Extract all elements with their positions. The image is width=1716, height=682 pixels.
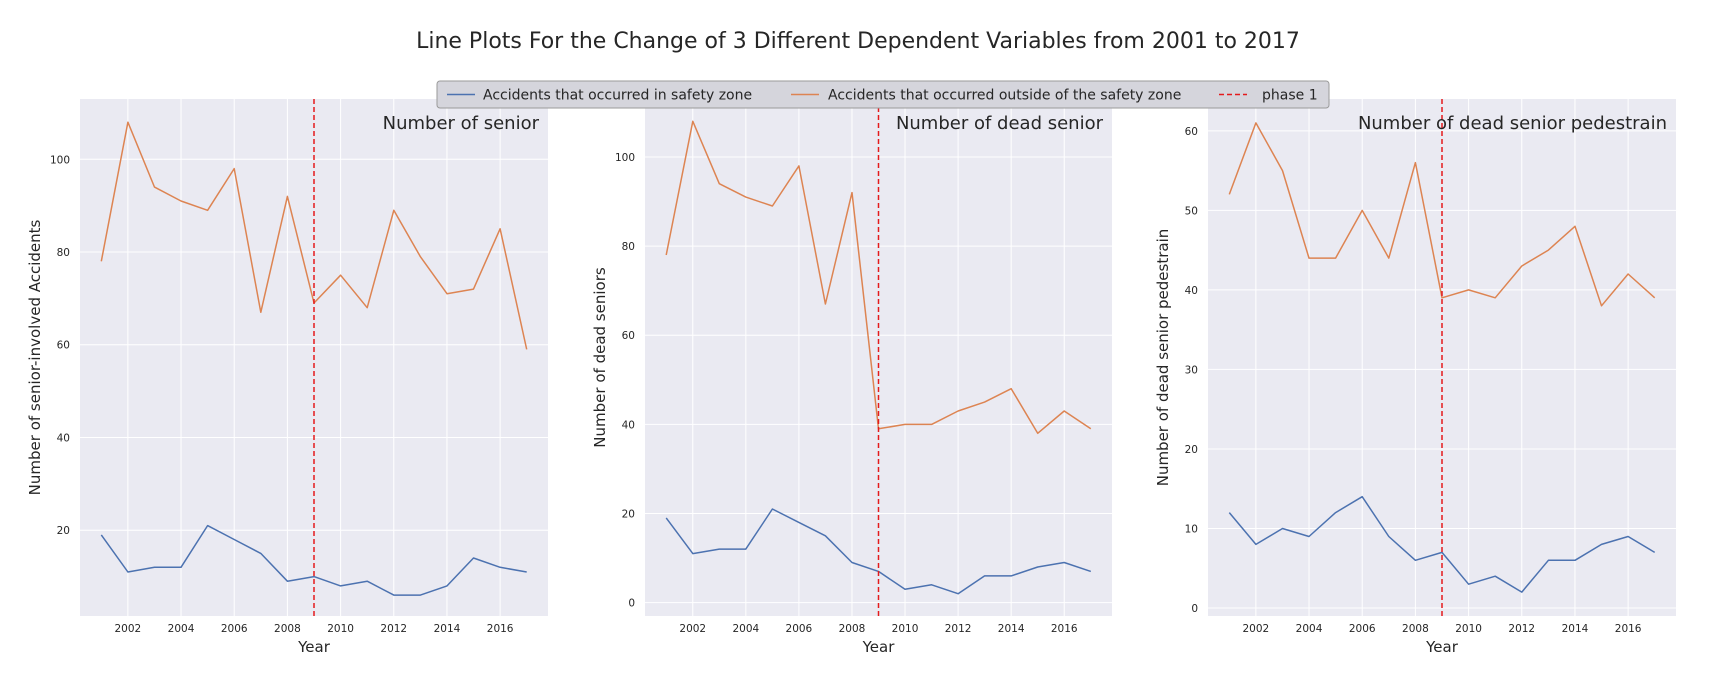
x-tick-label: 2008: [839, 623, 866, 635]
x-tick-label: 2016: [487, 623, 514, 635]
subplot-title: Number of dead senior: [896, 113, 1104, 134]
subplot-3: 2002 2004 2006 2008 2010 2012 2014 2016 0 10 20 30 4…: [1154, 99, 1676, 656]
y-tick-label: 100: [615, 152, 635, 164]
y-axis-label: Number of senior-involved Accidents: [26, 219, 44, 495]
y-tick-label: 10: [1185, 524, 1198, 536]
y-tick-label: 50: [1185, 205, 1198, 217]
x-tick-label: 2002: [1242, 623, 1269, 635]
x-tick-label: 2010: [327, 623, 354, 635]
x-tick-label: 2016: [1615, 623, 1642, 635]
legend-label-outside-safety-zone: Accidents that occurred outside of the s…: [828, 88, 1181, 104]
x-tick-label: 2006: [1349, 623, 1376, 635]
x-axis-label: Year: [862, 638, 896, 656]
y-tick-label: 20: [57, 525, 70, 537]
y-tick-label: 0: [628, 598, 635, 610]
x-tick-label: 2006: [786, 623, 813, 635]
y-tick-label: 80: [57, 247, 70, 259]
y-tick-label: 60: [57, 340, 70, 352]
series-line-safety-zone: [100, 524, 527, 596]
y-tick-label: 40: [622, 419, 635, 431]
y-tick-label: 0: [1191, 603, 1198, 615]
y-tick-label: 40: [1185, 285, 1198, 297]
subplot-title: Number of dead senior pedestrain: [1358, 113, 1667, 134]
legend-label-safety-zone: Accidents that occurred in safety zone: [483, 88, 752, 104]
x-tick-label: 2010: [1455, 623, 1482, 635]
figure-title: Line Plots For the Change of 3 Different…: [416, 29, 1300, 54]
x-tick-label: 2012: [945, 623, 972, 635]
series-line-safety-zone: [1228, 495, 1656, 593]
legend: Accidents that occurred in safety zone A…: [436, 80, 1330, 109]
x-tick-label: 2016: [1051, 623, 1078, 635]
y-tick-label: 100: [50, 154, 70, 166]
x-tick-label: 2004: [168, 623, 195, 635]
subplot-1: 2002 2004 2006 2008 2010 2012 2014 2016 20 40 60 80…: [26, 99, 548, 656]
x-tick-label: 2014: [1562, 623, 1589, 635]
x-tick-label: 2012: [380, 623, 407, 635]
x-tick-label: 2004: [1296, 623, 1323, 635]
x-tick-label: 2014: [998, 623, 1025, 635]
y-tick-label: 20: [622, 508, 635, 520]
y-tick-label: 80: [622, 241, 635, 253]
y-tick-label: 60: [1185, 126, 1198, 138]
x-axis-label: Year: [1425, 638, 1459, 656]
x-tick-label: 2010: [892, 623, 919, 635]
y-tick-label: 40: [57, 432, 70, 444]
y-tick-label: 30: [1185, 364, 1198, 376]
x-tick-label: 2002: [114, 623, 141, 635]
x-tick-label: 2004: [732, 623, 759, 635]
x-tick-label: 2006: [221, 623, 248, 635]
x-tick-label: 2008: [1402, 623, 1429, 635]
x-tick-label: 2014: [434, 623, 461, 635]
legend-box: [436, 80, 1330, 109]
subplot-2: 2002 2004 2006 2008 2010 2012 2014 2016 0 20 40 60 8…: [591, 99, 1112, 656]
subplot-title: Number of senior: [383, 113, 540, 134]
y-axis-label: Number of dead senior pedestrain: [1154, 229, 1172, 487]
y-tick-label: 60: [622, 330, 635, 342]
x-axis-label: Year: [297, 638, 331, 656]
x-tick-label: 2002: [679, 623, 706, 635]
series-line-outside-safety-zone: [1228, 122, 1656, 307]
subplots: 2002 2004 2006 2008 2010 2012 2014 201620406080…: [26, 99, 1676, 656]
y-tick-label: 20: [1185, 444, 1198, 456]
legend-label-phase-1: phase 1: [1262, 88, 1318, 104]
x-tick-label: 2012: [1508, 623, 1535, 635]
y-axis-label: Number of dead seniors: [591, 267, 609, 448]
x-tick-label: 2008: [274, 623, 301, 635]
